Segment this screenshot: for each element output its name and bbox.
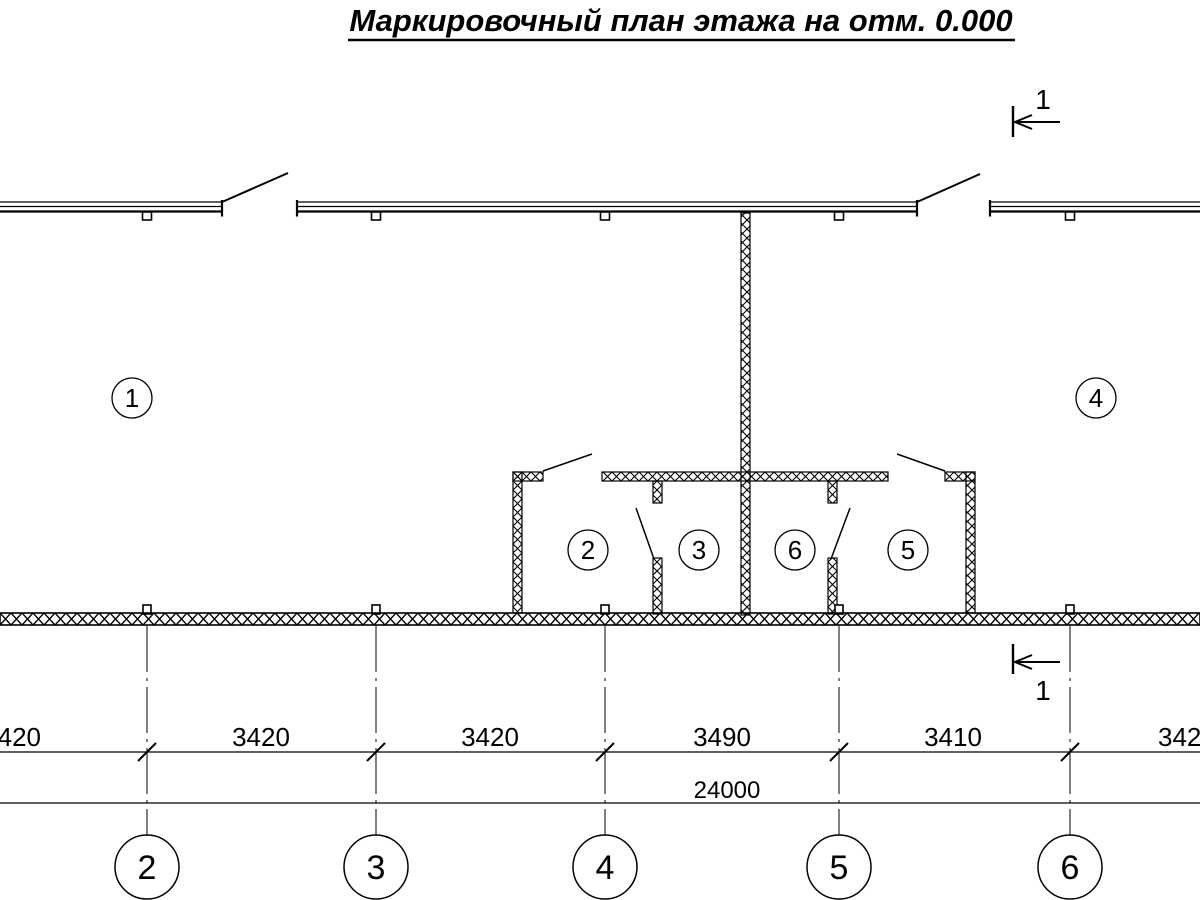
room-tag-label: 3 (692, 535, 706, 565)
dim-tick (366, 742, 386, 762)
axis-label: 3 (367, 849, 386, 887)
axis-bubble (114, 834, 180, 900)
wall-top-horizontal (601, 471, 889, 482)
window-wall-segment-left (0, 200, 224, 217)
room-tag-label: 4 (1089, 383, 1103, 413)
dim-tick (1060, 742, 1080, 762)
section-mark-top: 1 (1011, 84, 1060, 137)
door-swing (896, 453, 946, 472)
partition-2-3-upper (652, 480, 663, 504)
section-arrowhead-icon (1012, 114, 1033, 130)
dim-value: 3410 (924, 722, 982, 752)
window-wall-segment-right (988, 200, 1200, 217)
door-swing (916, 173, 981, 203)
room-tag-label: 2 (581, 535, 595, 565)
dim-value: 3420 (461, 722, 519, 752)
partition-2-3-lower (652, 557, 663, 615)
axis-bubble (343, 834, 409, 900)
exterior-wall-hatched (0, 612, 1200, 626)
axis-bubble (806, 834, 872, 900)
bottom-wall (0, 604, 1200, 626)
room-tag-circle (567, 529, 609, 571)
column-post (1064, 211, 1076, 221)
grid-axis-bubbles: 2 3 4 5 6 (114, 834, 1103, 900)
door-swing (221, 172, 289, 203)
door-swing (542, 453, 593, 472)
room-number-tags: 1 2 3 6 5 4 (111, 377, 1117, 571)
room-tag-label: 6 (788, 535, 802, 565)
partition-6-5-upper (827, 480, 838, 504)
dim-tick (829, 742, 849, 762)
drawing-title: Маркировочный план этажа на отм. 0.000 (349, 3, 1012, 38)
dim-value: 3490 (693, 722, 751, 752)
dimension-total-row: 24000 (0, 777, 1200, 804)
room-tag-circle (1075, 377, 1117, 419)
core-room-walls (512, 453, 976, 615)
room-tag-label: 5 (901, 535, 915, 565)
room-tag-circle (887, 529, 929, 571)
wall-right (965, 471, 976, 614)
axis-bubble (1037, 834, 1103, 900)
grid-axis-lines (146, 626, 1071, 835)
dim-tick (137, 742, 157, 762)
axis-label: 2 (138, 849, 157, 887)
dim-value: 3420 (1158, 722, 1200, 752)
axis-bubble (572, 834, 638, 900)
room-tag-circle (678, 529, 720, 571)
dim-value: 3420 (232, 722, 290, 752)
wall-stub-left (512, 471, 544, 482)
top-window-wall (0, 172, 1200, 221)
central-partition-wall (740, 212, 751, 616)
section-arrowhead-icon (1012, 654, 1033, 670)
section-mark-label: 1 (1035, 84, 1051, 115)
axis-label: 6 (1061, 849, 1080, 887)
door-leaf (830, 507, 851, 560)
dim-total-value: 24000 (694, 777, 761, 804)
column-post (599, 211, 611, 221)
column-post (370, 211, 382, 221)
axis-label: 4 (596, 849, 615, 887)
dim-tick (595, 742, 615, 762)
dimension-row: 420 3420 3420 3490 3410 3420 (0, 722, 1200, 762)
wall-left (512, 471, 523, 614)
axis-label: 5 (830, 849, 849, 887)
section-mark-bottom: 1 (1011, 644, 1060, 706)
dim-value: 420 (0, 722, 41, 752)
column-post (141, 211, 153, 221)
door-leaf (635, 507, 655, 560)
room-tag-label: 1 (125, 383, 139, 413)
room-tag-circle (774, 529, 816, 571)
column-post (833, 211, 845, 221)
section-mark-label: 1 (1035, 675, 1051, 706)
room-tag-circle (111, 377, 153, 419)
